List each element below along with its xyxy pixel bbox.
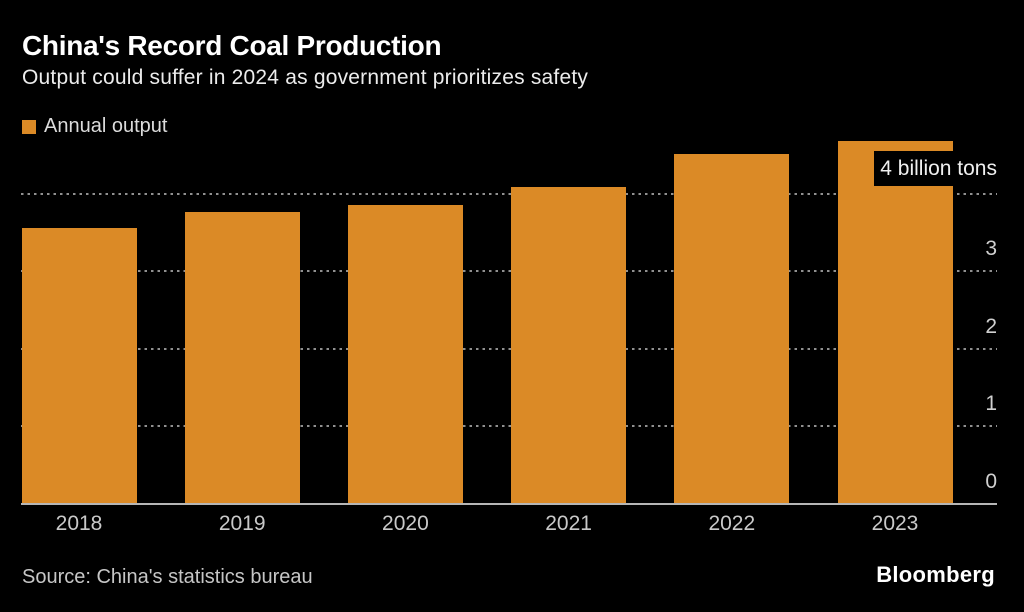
bar-2019 [184,212,300,503]
x-tick-label-2020: 2020 [382,512,429,535]
bar-2020 [347,205,463,503]
x-tick-label-2021: 2021 [545,512,592,535]
chart-title: China's Record Coal Production [22,30,442,61]
y-tick-label-3: 3 [985,237,997,261]
bar-2018 [21,227,137,503]
gridline-3 [21,270,997,273]
gridline-2 [21,347,997,350]
legend: Annual output [22,115,167,138]
x-tick-label-2018: 2018 [55,512,103,535]
legend-label: Annual output [44,115,168,137]
bar-2023 [837,141,953,503]
y-tick-label-0: 0 [985,470,997,493]
x-tick-label-2019: 2019 [218,512,266,535]
legend-swatch-icon [22,119,36,134]
x-tick-label-2022: 2022 [708,512,756,535]
x-axis-baseline [21,503,997,505]
y-tick-label-1: 1 [985,392,997,416]
source-note: Source: China's statistics bureau [22,566,313,588]
x-tick-label-2023: 2023 [871,512,919,535]
y-tick-label-2: 2 [985,314,997,338]
bar-2021 [511,187,627,503]
y-axis-top-label: 4 billion tons [874,151,997,186]
bar-2022 [674,153,790,503]
gridline-4 [21,192,997,195]
gridline-1 [21,425,997,428]
chart-subtitle: Output could suffer in 2024 as governmen… [22,66,589,89]
bloomberg-logo: Bloomberg [876,562,995,587]
